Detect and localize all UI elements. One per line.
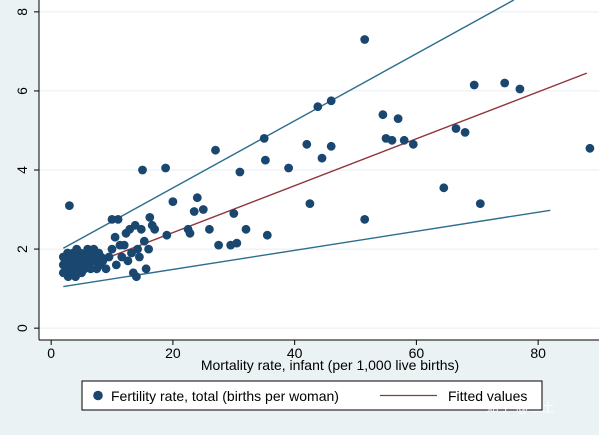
data-point: [326, 96, 336, 106]
data-point: [585, 143, 595, 153]
data-point: [360, 215, 370, 224]
data-point: [189, 207, 199, 216]
data-point: [229, 209, 239, 218]
data-point: [150, 224, 160, 234]
data-point: [214, 240, 224, 250]
data-point: [500, 78, 510, 88]
data-point: [123, 256, 133, 266]
x-tick-label: 0: [47, 345, 55, 361]
data-point: [259, 134, 269, 143]
data-point: [326, 141, 336, 151]
x-tick-label: 80: [530, 345, 546, 361]
data-point: [104, 252, 114, 262]
y-tick-label: 6: [14, 87, 30, 95]
data-point: [439, 183, 449, 193]
x-axis-title: Mortality rate, infant (per 1,000 live b…: [201, 357, 459, 373]
data-point: [144, 244, 154, 254]
data-point: [133, 244, 143, 254]
data-point: [113, 215, 123, 224]
data-point: [107, 244, 117, 254]
data-point: [119, 240, 129, 250]
bound-line: [62, 0, 515, 249]
data-point: [305, 199, 315, 209]
data-point: [192, 193, 202, 203]
data-point: [378, 110, 388, 120]
data-point: [302, 139, 312, 149]
data-point: [399, 135, 409, 145]
fitted-line: [63, 72, 588, 276]
data-point: [360, 35, 370, 44]
data-point: [110, 232, 120, 242]
y-tick-label: 4: [14, 166, 30, 174]
data-point: [235, 167, 245, 177]
data-point: [241, 224, 251, 234]
data-point: [469, 80, 479, 90]
watermark: 知乎 @三土: [486, 400, 555, 415]
bound-line: [63, 209, 551, 288]
data-point: [232, 238, 242, 248]
data-point: [475, 199, 485, 209]
x-tick-label: 40: [287, 345, 303, 361]
legend-marker-scatter: [93, 390, 103, 401]
legend-label-fitted: Fitted values: [448, 388, 527, 404]
data-point: [460, 127, 470, 137]
data-point: [185, 228, 195, 238]
y-tick-label: 8: [14, 8, 30, 16]
y-tick-label: 0: [14, 324, 30, 332]
data-point: [313, 102, 323, 112]
data-point: [451, 124, 461, 133]
legend-label-scatter: Fertility rate, total (births per woman): [111, 388, 339, 404]
line-layer: [62, 0, 588, 288]
data-point: [393, 114, 403, 123]
data-point: [136, 224, 146, 234]
data-point: [83, 244, 93, 254]
data-point: [262, 230, 272, 240]
data-point: [135, 252, 144, 262]
data-point: [387, 135, 397, 145]
data-point: [205, 224, 214, 234]
data-point: [139, 236, 149, 246]
point-layer: [58, 35, 595, 282]
data-point: [138, 165, 147, 175]
y-tick-label: 2: [14, 245, 30, 253]
data-point: [145, 213, 155, 222]
data-point: [141, 264, 151, 274]
x-tick-label: 60: [409, 345, 425, 361]
data-point: [107, 215, 117, 224]
data-point: [65, 201, 74, 211]
data-point: [162, 230, 172, 240]
data-point: [86, 264, 96, 274]
data-point: [261, 155, 270, 165]
data-point: [168, 197, 178, 207]
data-point: [284, 163, 293, 173]
data-point: [132, 272, 141, 282]
data-point: [161, 163, 171, 173]
legend: Fertility rate, total (births per woman)…: [81, 380, 543, 411]
data-point: [111, 260, 121, 270]
legend-box: [81, 380, 543, 411]
data-point: [515, 84, 525, 94]
data-point: [408, 139, 418, 149]
x-tick-label: 20: [165, 345, 181, 361]
data-point: [317, 153, 327, 163]
data-point: [101, 264, 111, 274]
data-point: [211, 145, 220, 155]
data-point: [198, 205, 208, 214]
